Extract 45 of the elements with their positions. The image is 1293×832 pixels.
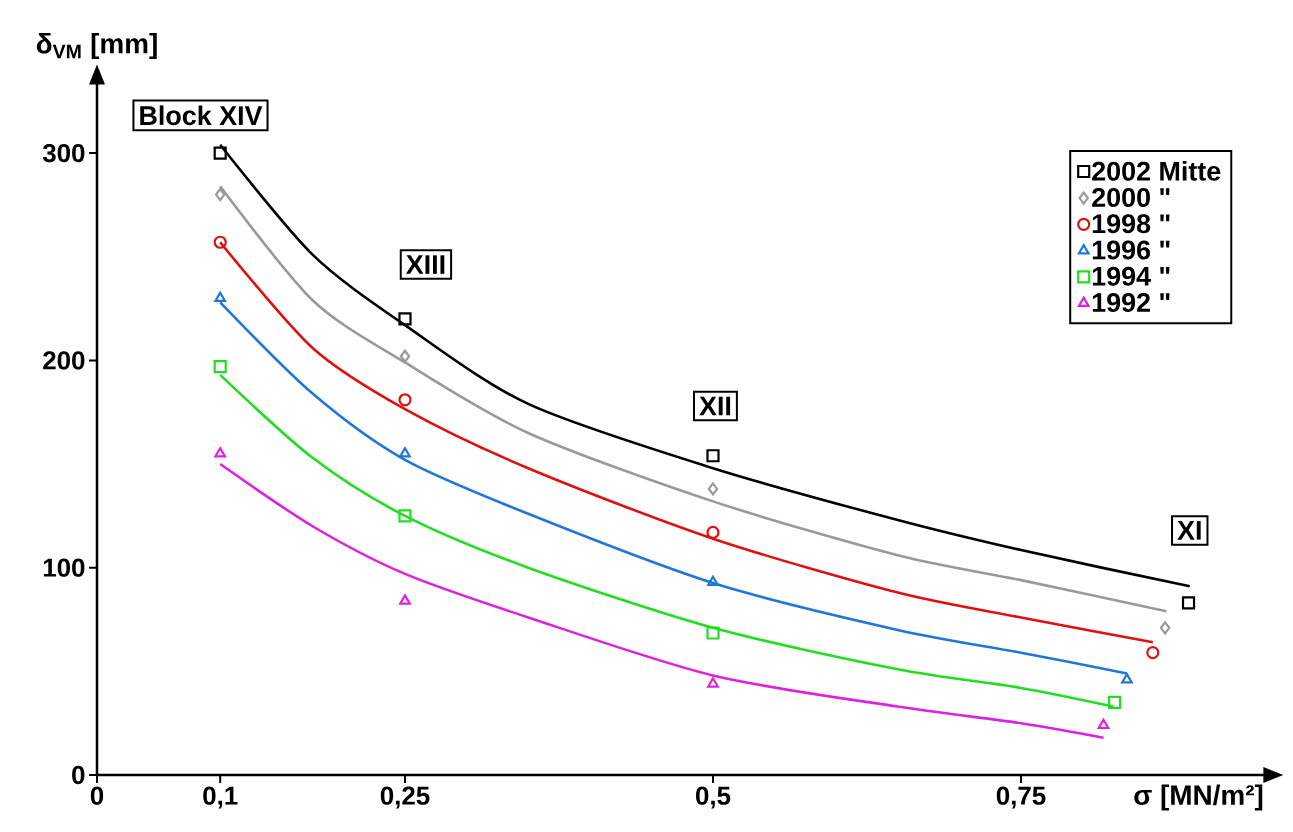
point [399, 447, 411, 458]
point [707, 575, 719, 587]
point [707, 677, 719, 688]
point [706, 626, 720, 640]
line-series [218, 240, 1155, 644]
point [398, 509, 412, 523]
point [707, 482, 719, 496]
x-tick-label: 0,1 [203, 786, 238, 809]
point [213, 360, 227, 374]
annotation: XII [699, 396, 731, 416]
legend-label: 2000 " [1092, 187, 1170, 207]
point [1108, 695, 1122, 710]
y-tick-label: 300 [42, 143, 85, 163]
point [398, 393, 412, 407]
point [1097, 718, 1110, 730]
line-series [218, 462, 1105, 739]
point [1181, 596, 1196, 610]
legend-label: 2002 Mitte [1092, 160, 1221, 181]
legend-label: 1994 " [1092, 266, 1170, 286]
x-tick-label: 0,25 [380, 786, 430, 809]
point [214, 291, 227, 303]
x-tick-label: 0,5 [696, 786, 731, 809]
point [399, 349, 411, 363]
annotation: Block XIV [140, 105, 263, 126]
y-tick-label: 200 [43, 351, 85, 370]
point [213, 146, 227, 160]
legend-label: 1998 " [1092, 214, 1170, 234]
y-tick-label: 0 [72, 765, 85, 785]
point [1146, 646, 1160, 660]
point [213, 235, 227, 249]
y-axis-title: δ$_{VM}$ [mm] [36, 33, 157, 60]
x-tick-label: 0,75 [996, 786, 1046, 809]
annotation: XI [1177, 521, 1201, 540]
y-tick-label: 100 [43, 558, 85, 577]
legend-label: 1992 " [1092, 293, 1170, 313]
point [214, 447, 227, 458]
x-tick-label: 0 [90, 786, 104, 805]
x-axis-title: σ [MN/m²] [1134, 784, 1263, 811]
point [398, 312, 412, 326]
annotation: XIII [405, 255, 445, 274]
point [399, 594, 411, 605]
point [706, 525, 720, 540]
point [1159, 621, 1171, 635]
legend-label: 1996 " [1092, 240, 1170, 260]
point [706, 449, 720, 463]
